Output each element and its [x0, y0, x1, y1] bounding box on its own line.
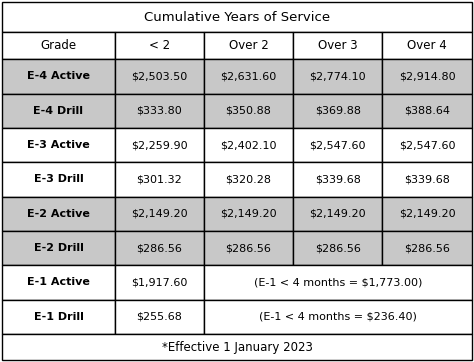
Bar: [204, 300, 472, 334]
Text: $388.64: $388.64: [404, 106, 450, 116]
Text: E-1 Drill: E-1 Drill: [34, 312, 83, 322]
Text: E-1 Active: E-1 Active: [27, 278, 90, 287]
Text: Over 3: Over 3: [318, 39, 357, 52]
Bar: [2, 231, 115, 265]
Text: $2,402.10: $2,402.10: [220, 140, 277, 150]
Bar: [204, 265, 472, 300]
Bar: [2, 162, 115, 197]
Text: Cumulative Years of Service: Cumulative Years of Service: [144, 10, 330, 24]
Bar: [204, 32, 293, 59]
Text: $286.56: $286.56: [226, 243, 272, 253]
Text: $2,149.20: $2,149.20: [310, 209, 366, 219]
Bar: [2, 59, 115, 93]
Bar: [115, 231, 204, 265]
Bar: [383, 32, 472, 59]
Bar: [115, 300, 204, 334]
Bar: [115, 32, 204, 59]
Text: < 2: < 2: [149, 39, 170, 52]
Text: $1,917.60: $1,917.60: [131, 278, 187, 287]
Bar: [2, 32, 115, 59]
Bar: [2, 93, 115, 128]
Text: $2,503.50: $2,503.50: [131, 71, 187, 81]
Bar: [204, 59, 293, 93]
Bar: [115, 128, 204, 162]
Bar: [115, 59, 204, 93]
Text: $339.68: $339.68: [315, 174, 361, 184]
Text: $2,149.20: $2,149.20: [399, 209, 456, 219]
Text: $320.28: $320.28: [226, 174, 272, 184]
Text: $286.56: $286.56: [315, 243, 361, 253]
Text: E-2 Active: E-2 Active: [27, 209, 90, 219]
Bar: [204, 128, 293, 162]
Bar: [2, 197, 115, 231]
Text: $2,149.20: $2,149.20: [131, 209, 188, 219]
Bar: [2, 2, 472, 32]
Text: E-3 Drill: E-3 Drill: [34, 174, 83, 184]
Bar: [293, 32, 383, 59]
Bar: [115, 162, 204, 197]
Bar: [383, 59, 472, 93]
Text: $286.56: $286.56: [404, 243, 450, 253]
Text: $2,149.20: $2,149.20: [220, 209, 277, 219]
Bar: [383, 197, 472, 231]
Bar: [204, 231, 293, 265]
Bar: [293, 128, 383, 162]
Bar: [383, 93, 472, 128]
Text: $301.32: $301.32: [137, 174, 182, 184]
Bar: [293, 59, 383, 93]
Text: $333.80: $333.80: [137, 106, 182, 116]
Bar: [293, 93, 383, 128]
Bar: [204, 93, 293, 128]
Text: $2,774.10: $2,774.10: [310, 71, 366, 81]
Bar: [204, 162, 293, 197]
Bar: [383, 128, 472, 162]
Text: $2,914.80: $2,914.80: [399, 71, 456, 81]
Bar: [293, 162, 383, 197]
Text: E-4 Active: E-4 Active: [27, 71, 90, 81]
Bar: [383, 231, 472, 265]
Text: E-3 Active: E-3 Active: [27, 140, 90, 150]
Text: E-4 Drill: E-4 Drill: [34, 106, 83, 116]
Bar: [115, 265, 204, 300]
Text: Grade: Grade: [40, 39, 76, 52]
Text: $286.56: $286.56: [137, 243, 182, 253]
Text: Over 2: Over 2: [228, 39, 268, 52]
Text: $2,547.60: $2,547.60: [310, 140, 366, 150]
Bar: [2, 334, 472, 360]
Bar: [2, 265, 115, 300]
Bar: [2, 300, 115, 334]
Text: E-2 Drill: E-2 Drill: [34, 243, 83, 253]
Bar: [2, 128, 115, 162]
Text: Over 4: Over 4: [407, 39, 447, 52]
Text: (E-1 < 4 months = $1,773.00): (E-1 < 4 months = $1,773.00): [254, 278, 422, 287]
Text: (E-1 < 4 months = $236.40): (E-1 < 4 months = $236.40): [259, 312, 417, 322]
Text: $2,259.90: $2,259.90: [131, 140, 188, 150]
Text: $2,631.60: $2,631.60: [220, 71, 277, 81]
Text: $339.68: $339.68: [404, 174, 450, 184]
Bar: [383, 162, 472, 197]
Bar: [115, 93, 204, 128]
Bar: [293, 231, 383, 265]
Text: $350.88: $350.88: [226, 106, 272, 116]
Text: $369.88: $369.88: [315, 106, 361, 116]
Bar: [204, 197, 293, 231]
Text: $2,547.60: $2,547.60: [399, 140, 455, 150]
Bar: [293, 197, 383, 231]
Text: $255.68: $255.68: [137, 312, 182, 322]
Bar: [115, 197, 204, 231]
Text: *Effective 1 January 2023: *Effective 1 January 2023: [162, 341, 312, 354]
